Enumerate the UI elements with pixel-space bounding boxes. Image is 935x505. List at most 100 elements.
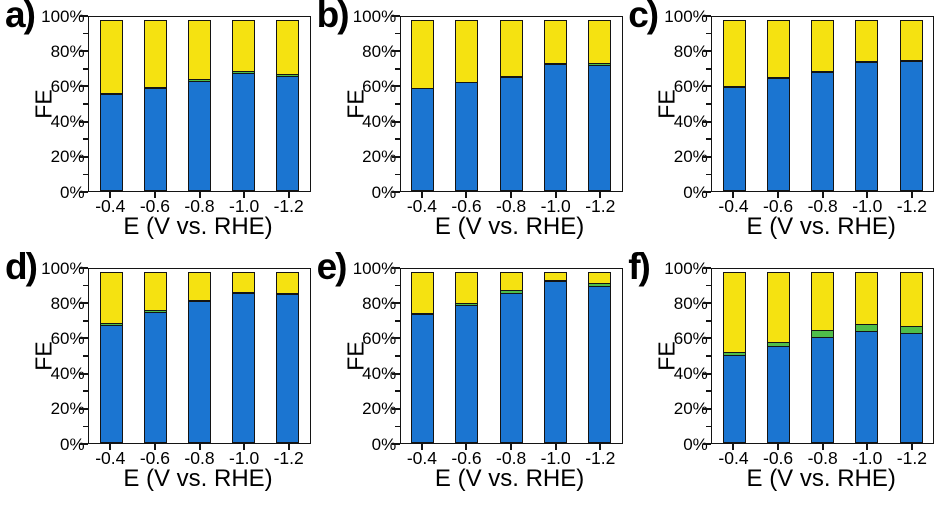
x-tick [777, 444, 780, 450]
stacked-bar [99, 269, 123, 443]
y-major-tick [391, 15, 400, 17]
x-tick [599, 192, 602, 198]
bar-segment-blue [855, 62, 879, 191]
y-tick-label: 0% [683, 182, 708, 202]
bar-segment-blue [276, 294, 300, 443]
bar-segment-blue [143, 88, 167, 191]
x-tick [821, 444, 824, 450]
x-tick-label: -0.4 [406, 196, 437, 216]
bar-segment-blue [499, 292, 523, 443]
y-minor-tick [394, 173, 400, 176]
bar-segment-yellow [276, 271, 300, 295]
x-tick-label: -0.6 [763, 196, 794, 216]
bar-segment-yellow [276, 19, 300, 76]
bar-segment-blue [588, 285, 611, 443]
stacked-bar [766, 17, 790, 191]
x-tick [465, 192, 468, 198]
y-major-tick [703, 120, 712, 123]
stacked-bar [588, 17, 611, 191]
bar-segment-yellow [722, 271, 746, 354]
x-axis-title: E (V vs. RHE) [123, 213, 273, 240]
bar-segment-blue [855, 330, 879, 443]
y-tick-label: 40% [50, 112, 85, 132]
stacked-bar [99, 17, 123, 191]
y-tick-label: 20% [362, 147, 397, 167]
bar-segment-blue [99, 93, 123, 191]
x-tick-label: -0.8 [807, 448, 838, 468]
y-major-tick [703, 50, 712, 53]
y-minor-tick [394, 103, 400, 105]
y-minor-tick [394, 390, 400, 392]
y-tick-label: 40% [673, 364, 708, 384]
x-tick-label: -0.6 [451, 196, 482, 216]
y-major-tick [80, 267, 88, 269]
bar-segment-yellow [811, 271, 835, 332]
y-major-tick [391, 155, 400, 158]
stacked-bar [588, 269, 611, 443]
x-axis-title: E (V vs. RHE) [434, 465, 585, 492]
y-tick-label: 60% [50, 328, 85, 348]
y-minor-tick [83, 284, 88, 287]
x-tick-label: -1.2 [896, 196, 927, 216]
bar-segment-yellow [411, 271, 435, 315]
panel-a: a) FE E (V vs. RHE) 0% 20% 40% 60% 80% 100% -0.4-… [0, 0, 312, 252]
y-minor-tick [394, 425, 400, 428]
y-minor-tick [706, 68, 712, 70]
y-tick-label: 60% [362, 328, 397, 348]
y-minor-tick [394, 138, 400, 140]
y-minor-tick [394, 284, 400, 287]
y-tick-label: 20% [50, 147, 85, 167]
panel-d: d) FE E (V vs. RHE) 0% 20% 40% 60% 80% 100% -0.4-… [0, 246, 312, 504]
y-major-tick [703, 372, 712, 375]
stacked-bar [722, 269, 746, 443]
stacked-bar [455, 17, 479, 191]
bar-segment-blue [543, 281, 567, 443]
y-major-tick [80, 302, 88, 305]
bar-segment-yellow [99, 19, 123, 95]
stacked-bar [722, 17, 746, 191]
y-tick-label: 0% [683, 434, 708, 454]
stacked-bar [543, 17, 567, 191]
bar-segment-blue [455, 304, 479, 443]
bar-segment-blue [232, 293, 256, 443]
x-axis-title: E (V vs. RHE) [746, 465, 896, 492]
y-major-tick [703, 191, 712, 193]
y-major-tick [80, 407, 88, 410]
x-tick-label: -1.2 [273, 196, 304, 216]
x-tick [510, 192, 513, 198]
y-minor-tick [706, 173, 712, 176]
stacked-bar [411, 269, 435, 443]
panel-e: e) FE E (V vs. RHE) 0% 20% 40% 60% 80% 100% -0.4-… [312, 246, 624, 504]
y-major-tick [703, 15, 712, 17]
y-major-tick [391, 120, 400, 123]
y-minor-tick [83, 390, 88, 392]
stacked-bar [499, 269, 523, 443]
y-major-tick [391, 191, 400, 193]
bar-segment-yellow [811, 19, 835, 72]
bar-segment-yellow [188, 19, 211, 81]
panel-letter: e) [316, 246, 348, 287]
stacked-bar [188, 17, 211, 191]
y-tick-label: 40% [362, 364, 397, 384]
panel-letter: a) [5, 0, 36, 35]
plot-area [711, 16, 935, 192]
bar-segment-blue [766, 346, 790, 443]
y-tick-label: 100% [664, 258, 708, 278]
bar-segment-blue [99, 324, 123, 443]
y-tick-label: 100% [352, 258, 397, 278]
y-tick-label: 60% [50, 76, 85, 96]
y-tick-label: 20% [50, 399, 85, 419]
x-tick-label: -1.0 [852, 196, 883, 216]
y-tick-label: 80% [362, 41, 397, 61]
y-tick-label: 20% [673, 399, 708, 419]
y-minor-tick [706, 320, 712, 322]
plot-area [88, 16, 311, 192]
x-tick [243, 192, 246, 198]
bar-segment-yellow [899, 271, 923, 328]
x-tick [243, 444, 246, 450]
y-major-tick [703, 302, 712, 305]
bar-segment-yellow [232, 19, 256, 72]
stacked-bar [276, 17, 300, 191]
x-tick [554, 444, 557, 450]
x-tick-label: -0.4 [718, 448, 749, 468]
